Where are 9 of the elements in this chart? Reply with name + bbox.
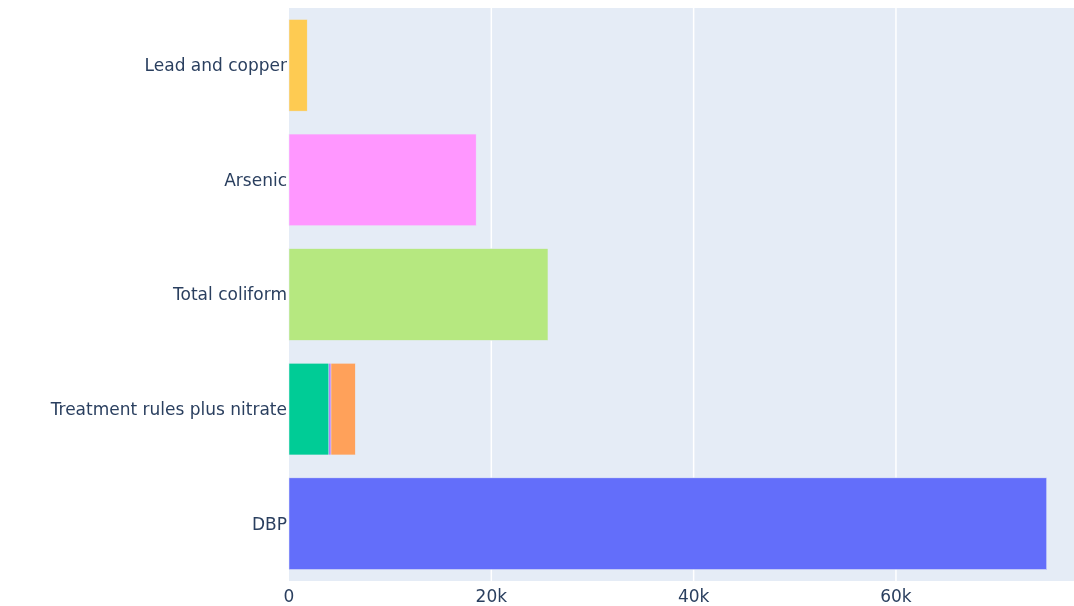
y-tick-label: Lead and copper: [144, 55, 287, 76]
y-tick-label: Arsenic: [224, 169, 287, 190]
x-tick-label: 40k: [677, 586, 710, 606]
x-tick-label: 60k: [880, 586, 912, 606]
y-tick-label: Total coliform: [172, 284, 287, 305]
y-tick-label: DBP: [251, 513, 287, 534]
y-tick-label: Treatment rules plus nitrate: [49, 399, 287, 420]
x-tick-label: 20k: [475, 586, 508, 606]
x-tick-label: 0: [283, 586, 295, 606]
